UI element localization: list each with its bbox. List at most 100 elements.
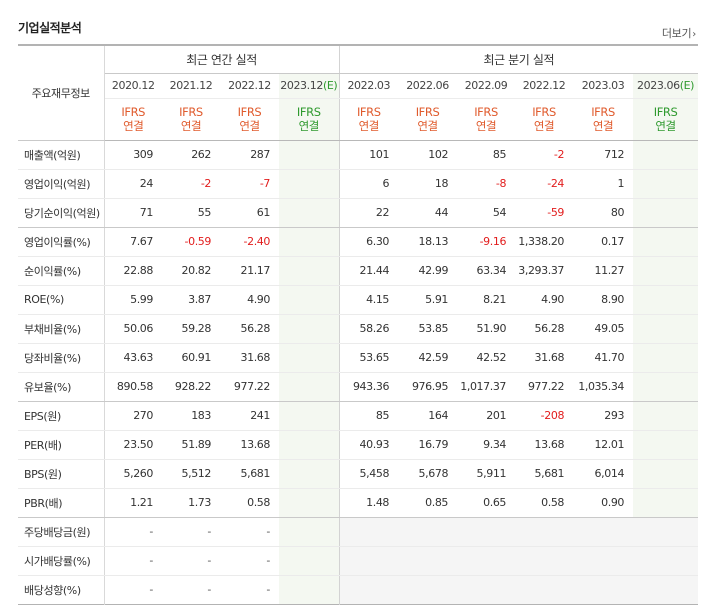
table-cell: 5,458 (338, 459, 399, 489)
table-cell (279, 575, 340, 604)
table-cell: 6,014 (573, 459, 634, 489)
row-label: EPS(원) (18, 401, 105, 431)
row-label: 주당배당금(원) (18, 517, 105, 547)
table-row: ROE(%) 5.99 3.87 4.90 4.15 5.91 8.21 4.90 8.90 (18, 285, 699, 315)
consolidation-basis: 연결 (592, 119, 614, 133)
row-label: 부채비율(%) (18, 314, 105, 344)
table-row: BPS(원) 5,260 5,512 5,681 5,458 5,678 5,911 5,68… (18, 459, 699, 489)
period-label: 2022.12 (228, 79, 271, 92)
table-cell (279, 169, 340, 199)
table-cell (279, 198, 340, 228)
table-cell: - (162, 546, 220, 576)
table-cell: 309 (104, 140, 162, 170)
table-cell (573, 575, 634, 604)
table-cell: -24 (515, 169, 574, 199)
table-cell: - (207, 583, 211, 596)
row-label: 시가배당률(%) (18, 546, 105, 576)
accounting-basis: IFRS 연결 (279, 98, 340, 141)
period-label: 2023.03 (581, 79, 625, 92)
table-row: 순이익률(%) 22.88 20.82 21.17 21.44 42.99 63.34 3,2… (18, 256, 699, 286)
estimate-marker: (E) (322, 79, 338, 92)
accounting-standard: IFRS (591, 105, 615, 119)
table-cell (279, 488, 340, 518)
period-header: 2022.03 (338, 73, 399, 99)
table-cell (279, 285, 340, 315)
table-cell: 51.90 (457, 314, 516, 344)
table-cell: 7.67 (104, 227, 162, 257)
table-cell: 5,260 (104, 459, 162, 489)
table-cell (515, 517, 574, 547)
accounting-standard: IFRS (296, 105, 321, 119)
consolidation-basis: 연결 (298, 119, 320, 133)
table-cell (279, 372, 340, 402)
table-cell: 5,681 (220, 459, 279, 489)
period-label: 2023.12 (280, 79, 323, 92)
table-cell (515, 546, 574, 576)
table-row: 영업이익(억원) 24 -2 -7 6 18 -8 -24 1 (18, 169, 699, 199)
table-cell: - (149, 583, 153, 596)
table-cell (398, 575, 458, 604)
period-label: 2022.09 (464, 79, 508, 92)
table-cell: 18.13 (398, 227, 458, 257)
table-cell: 40.93 (338, 430, 399, 460)
table-cell (515, 575, 574, 604)
table-cell: - (266, 583, 270, 596)
table-cell: 22.88 (104, 256, 162, 286)
table-cell (398, 546, 458, 576)
table-cell: 241 (220, 401, 279, 431)
consolidation-basis: 연결 (475, 119, 497, 133)
row-label: PBR(배) (18, 488, 105, 518)
table-cell: -59 (515, 198, 574, 228)
table-row: PBR(배) 1.21 1.73 0.58 1.48 0.85 0.65 0.58 0.90 (18, 488, 699, 518)
table-cell: 49.05 (573, 314, 634, 344)
table-cell (633, 488, 699, 518)
table-cell: 1.21 (104, 488, 162, 518)
accounting-basis: IFRS 연결 (457, 98, 516, 141)
table-cell: 712 (573, 140, 634, 170)
row-label: 순이익률(%) (18, 256, 105, 286)
table-cell (633, 256, 699, 286)
table-row: 당기순이익(억원) 71 55 61 22 44 54 -59 80 (18, 198, 699, 228)
table-cell (633, 517, 699, 547)
table-cell: 3,293.37 (515, 256, 574, 286)
table-cell: -2 (515, 140, 574, 170)
annual-group-header: 최근 연간 실적 (104, 45, 340, 74)
table-cell: 54 (457, 198, 516, 228)
table-cell: 16.79 (398, 430, 458, 460)
table-row: 부채비율(%) 50.06 59.28 56.28 58.26 53.85 51.90 56.… (18, 314, 699, 344)
row-label: 영업이익(억원) (18, 169, 105, 199)
table-cell: 1.73 (162, 488, 220, 518)
accounting-standard: IFRS (653, 105, 678, 119)
table-cell (457, 575, 516, 604)
table-cell: 0.58 (515, 488, 574, 518)
accounting-standard: IFRS (356, 105, 381, 119)
consolidation-basis: 연결 (417, 119, 438, 133)
table-cell: 31.68 (515, 343, 574, 373)
table-cell (279, 459, 340, 489)
table-cell (457, 546, 516, 576)
table-cell (633, 430, 699, 460)
table-row: 주당배당금(원) - - - (18, 517, 699, 547)
table-cell: 43.63 (104, 343, 162, 373)
table-cell (633, 575, 699, 604)
table-cell: 50.06 (104, 314, 162, 344)
table-cell: 31.68 (220, 343, 279, 373)
table-cell: 80 (573, 198, 634, 228)
table-row: 시가배당률(%) - - - (18, 546, 699, 576)
table-cell (633, 227, 699, 257)
table-cell: 60.91 (162, 343, 220, 373)
table-cell (279, 517, 340, 547)
table-cell: - (220, 517, 279, 547)
accounting-standard: IFRS (121, 105, 146, 119)
table-cell (633, 314, 699, 344)
table-cell: 22 (338, 198, 399, 228)
row-label: PER(배) (18, 430, 105, 460)
table-cell: 5.99 (104, 285, 162, 315)
quarter-group-header: 최근 분기 실적 (338, 45, 699, 74)
table-row: 영업이익률(%) 7.67 -0.59 -2.40 6.30 18.13 -9.16 1,33… (18, 227, 699, 257)
table-cell: 201 (457, 401, 516, 431)
table-cell: 5,512 (162, 459, 220, 489)
period-header: 2022.06 (398, 73, 458, 99)
table-cell: 56.28 (515, 314, 574, 344)
more-link[interactable]: 더보기› (662, 25, 696, 41)
